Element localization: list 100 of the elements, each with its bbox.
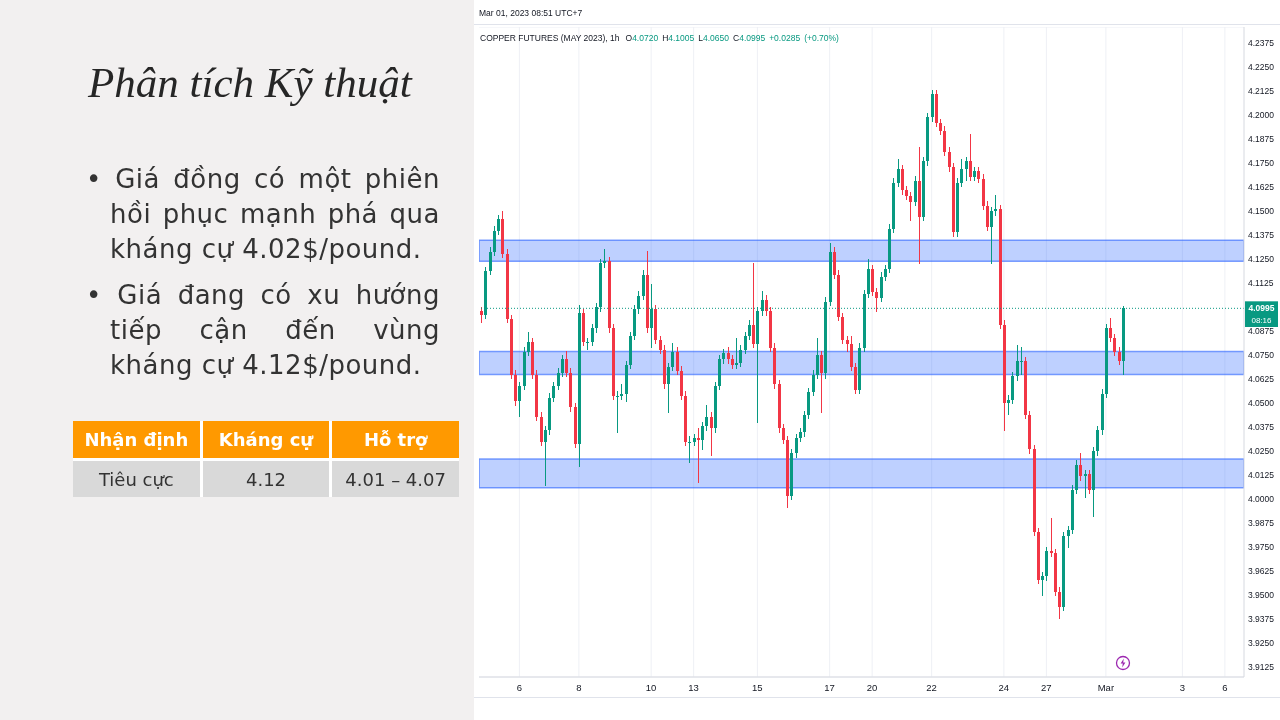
candlestick bbox=[569, 367, 572, 413]
candlestick bbox=[1075, 459, 1078, 495]
text: • Giá đồng có một phiên hồi phục mạnh phá qua kháng cự 4.02$/pound. bbox=[86, 163, 440, 266]
candlestick bbox=[1113, 333, 1116, 357]
y-tick-label: 4.0500 bbox=[1248, 398, 1275, 409]
candlestick bbox=[684, 390, 687, 447]
candlestick bbox=[884, 264, 887, 282]
candlestick bbox=[1020, 346, 1023, 376]
candlestick bbox=[816, 336, 819, 380]
x-tick-label: 22 bbox=[926, 682, 937, 693]
candlestick bbox=[939, 118, 942, 136]
candlestick bbox=[625, 360, 628, 403]
candlestick bbox=[752, 262, 755, 349]
x-tick-label: 13 bbox=[688, 682, 699, 693]
x-tick-label: 3 bbox=[1179, 682, 1186, 693]
y-tick-label: 4.1250 bbox=[1248, 254, 1275, 265]
candlestick bbox=[875, 287, 878, 313]
candlestick bbox=[714, 381, 717, 434]
candlestick bbox=[837, 269, 840, 322]
y-tick-label: 3.9875 bbox=[1248, 518, 1275, 529]
candlestick bbox=[935, 89, 938, 128]
candlestick bbox=[493, 225, 496, 257]
y-tick-label: 4.1375 bbox=[1248, 230, 1275, 241]
annotation: 08:16 bbox=[1245, 315, 1278, 328]
candlestick bbox=[527, 331, 530, 357]
candlestick bbox=[926, 112, 929, 167]
candlestick bbox=[1109, 317, 1112, 344]
text: • Giá đang có xu hướng tiếp cận đến vùng kháng cự 4.12$/pound. bbox=[86, 279, 440, 382]
candlestick bbox=[905, 185, 908, 201]
text: O4.0720 H4.1005 L4.0650 C4.0995 +0.0285 (+0.70%) bbox=[625, 33, 839, 43]
candlestick bbox=[943, 125, 946, 157]
candlestick bbox=[1045, 546, 1048, 582]
candlestick bbox=[1071, 484, 1074, 536]
candlestick bbox=[731, 354, 734, 370]
candlestick bbox=[748, 319, 751, 342]
candlestick bbox=[952, 162, 955, 238]
candlestick bbox=[688, 434, 691, 464]
text: COPPER FUTURES (MAY 2023), 1h bbox=[480, 33, 620, 43]
candlestick bbox=[540, 411, 543, 447]
candlestick bbox=[948, 146, 951, 173]
text: 4.12 bbox=[245, 468, 287, 490]
y-tick-label: 4.1875 bbox=[1248, 134, 1275, 145]
candlestick bbox=[799, 427, 802, 443]
candlestick bbox=[846, 335, 849, 353]
candlestick bbox=[1088, 469, 1091, 495]
y-tick-label: 4.2375 bbox=[1248, 38, 1275, 49]
candlestick bbox=[1067, 525, 1070, 549]
candlestick bbox=[693, 432, 696, 447]
candlestick bbox=[977, 166, 980, 184]
candlestick bbox=[705, 404, 708, 432]
y-tick-label: 4.0875 bbox=[1248, 326, 1275, 337]
candlestick bbox=[1028, 409, 1031, 455]
candlestick bbox=[820, 350, 823, 415]
category-label: Hỗ trợ bbox=[332, 421, 459, 458]
candlestick bbox=[999, 204, 1002, 330]
candlestick bbox=[701, 421, 704, 451]
y-tick-label: 3.9375 bbox=[1248, 614, 1275, 625]
x-tick-label: 17 bbox=[824, 682, 835, 693]
candlestick bbox=[654, 304, 657, 345]
candlestick bbox=[744, 331, 747, 355]
candlestick bbox=[480, 306, 483, 324]
y-tick-label: 4.0000 bbox=[1248, 494, 1275, 505]
candlestick bbox=[833, 246, 836, 280]
x-tick-label: 20 bbox=[866, 682, 878, 693]
candlestick bbox=[1041, 571, 1044, 597]
candlestick bbox=[778, 379, 781, 434]
candlestick bbox=[489, 246, 492, 276]
text: Tiêu cực bbox=[98, 468, 174, 490]
x-tick-label: 10 bbox=[645, 682, 657, 693]
candlestick bbox=[1011, 371, 1014, 405]
candlestick bbox=[557, 367, 560, 392]
candlestick bbox=[608, 256, 611, 334]
x-tick-label: 6 bbox=[1222, 682, 1228, 693]
candlestick bbox=[510, 313, 513, 380]
text: Phân tích Kỹ thuật bbox=[88, 58, 412, 108]
candlestick bbox=[1054, 548, 1057, 597]
candlestick bbox=[1105, 323, 1108, 399]
y-tick-label: 4.2000 bbox=[1248, 110, 1275, 121]
candlestick bbox=[841, 312, 844, 345]
candlestick bbox=[1084, 469, 1087, 499]
candlestick bbox=[901, 164, 904, 196]
candlestick bbox=[1092, 446, 1095, 518]
candlestick bbox=[518, 381, 521, 418]
candlestick bbox=[914, 175, 917, 207]
candlestick bbox=[718, 354, 721, 392]
y-tick-label: 3.9750 bbox=[1248, 542, 1275, 553]
candlestick bbox=[1118, 346, 1121, 367]
candlestick bbox=[986, 200, 989, 232]
candlestick bbox=[892, 177, 895, 234]
candlestick bbox=[922, 156, 925, 223]
candlestick bbox=[1024, 356, 1027, 420]
candlestick bbox=[612, 323, 615, 401]
candlestick bbox=[990, 206, 993, 265]
candlestick bbox=[1033, 444, 1036, 537]
candlestick bbox=[790, 448, 793, 501]
candlestick bbox=[897, 158, 900, 188]
candlestick bbox=[586, 336, 589, 351]
candlestick bbox=[501, 210, 504, 259]
candlestick bbox=[642, 269, 645, 301]
y-tick-label: 4.2250 bbox=[1248, 62, 1275, 73]
